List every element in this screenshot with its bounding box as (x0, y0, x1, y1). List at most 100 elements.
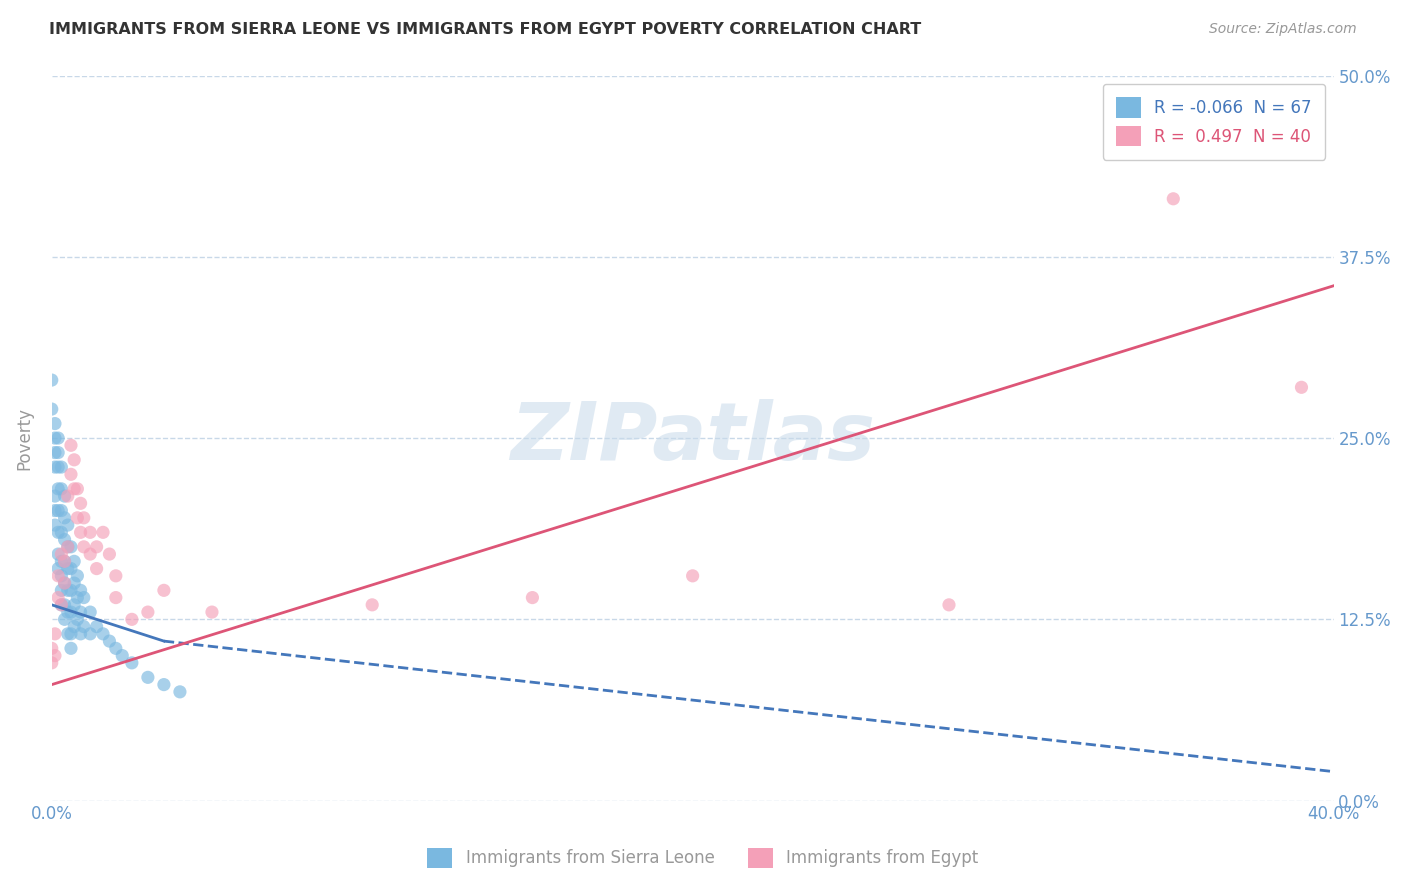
Point (44, 503, 66, 517)
Point (46, 445, 69, 459)
Point (86, 540, 108, 554)
Point (46, 431, 69, 445)
Point (51, 598, 73, 612)
Point (53, 612, 76, 626)
Point (51, 554, 73, 568)
Point (66, 612, 89, 626)
Point (56, 627, 79, 641)
Point (51, 598, 73, 612)
Point (53, 554, 76, 568)
Point (136, 670, 159, 684)
Point (44, 627, 66, 641)
Point (1291, 380, 1313, 394)
Point (53, 576, 76, 591)
Point (59, 438, 82, 452)
Point (121, 656, 143, 670)
Point (59, 540, 82, 554)
Point (59, 641, 82, 656)
Text: Source: ZipAtlas.com: Source: ZipAtlas.com (1209, 22, 1357, 37)
Point (51, 482, 73, 496)
Point (56, 518, 79, 533)
Point (86, 619, 108, 633)
Point (63, 554, 86, 568)
Point (73, 511, 96, 525)
Point (73, 591, 96, 605)
Point (111, 648, 134, 663)
Point (104, 591, 127, 605)
Point (53, 598, 76, 612)
Text: IMMIGRANTS FROM SIERRA LEONE VS IMMIGRANTS FROM EGYPT POVERTY CORRELATION CHART: IMMIGRANTS FROM SIERRA LEONE VS IMMIGRAN… (49, 22, 921, 37)
Point (79, 547, 101, 561)
Point (63, 482, 86, 496)
Point (136, 605, 159, 619)
Point (66, 482, 89, 496)
Point (46, 561, 69, 575)
Point (44, 648, 66, 663)
Point (169, 685, 191, 699)
Point (63, 576, 86, 591)
Text: ZIPatlas: ZIPatlas (510, 399, 875, 477)
Point (44, 518, 66, 533)
Point (56, 605, 79, 619)
Point (44, 460, 66, 475)
Point (44, 431, 66, 445)
Point (46, 569, 69, 583)
Point (73, 540, 96, 554)
Point (59, 605, 82, 619)
Point (79, 627, 101, 641)
Point (51, 503, 73, 517)
Point (201, 605, 224, 619)
Point (63, 598, 86, 612)
Point (46, 591, 69, 605)
Legend: Immigrants from Sierra Leone, Immigrants from Egypt: Immigrants from Sierra Leone, Immigrants… (420, 841, 986, 875)
Point (79, 525, 101, 540)
Point (69, 583, 91, 598)
Point (59, 467, 82, 482)
Point (66, 591, 89, 605)
Point (44, 445, 66, 459)
Point (66, 511, 89, 525)
Point (51, 547, 73, 561)
Point (104, 569, 127, 583)
Point (51, 460, 73, 475)
Point (59, 583, 82, 598)
Point (46, 525, 69, 540)
Point (91, 627, 114, 641)
Point (41, 641, 63, 656)
Point (682, 569, 704, 583)
Point (51, 583, 73, 598)
Point (59, 627, 82, 641)
Point (46, 460, 69, 475)
Point (46, 547, 69, 561)
Point (73, 619, 96, 633)
Point (153, 583, 176, 598)
Point (69, 627, 91, 641)
Point (41, 656, 63, 670)
Point (53, 511, 76, 525)
Point (44, 417, 66, 431)
Point (69, 525, 91, 540)
Point (63, 619, 86, 633)
Point (104, 641, 127, 656)
Point (938, 598, 960, 612)
Point (46, 503, 69, 517)
Legend: R = -0.066  N = 67, R =  0.497  N = 40: R = -0.066 N = 67, R = 0.497 N = 40 (1102, 84, 1326, 160)
Point (69, 605, 91, 619)
Point (1161, 192, 1184, 206)
Point (41, 373, 63, 387)
Point (46, 482, 69, 496)
Point (53, 576, 76, 591)
Point (53, 489, 76, 503)
Point (91, 525, 114, 540)
Point (79, 605, 101, 619)
Point (522, 591, 544, 605)
Point (56, 489, 79, 503)
Y-axis label: Poverty: Poverty (15, 407, 32, 469)
Point (121, 612, 143, 626)
Point (98, 547, 121, 561)
Point (59, 561, 82, 575)
Point (153, 677, 176, 691)
Point (56, 561, 79, 575)
Point (51, 569, 73, 583)
Point (63, 452, 86, 467)
